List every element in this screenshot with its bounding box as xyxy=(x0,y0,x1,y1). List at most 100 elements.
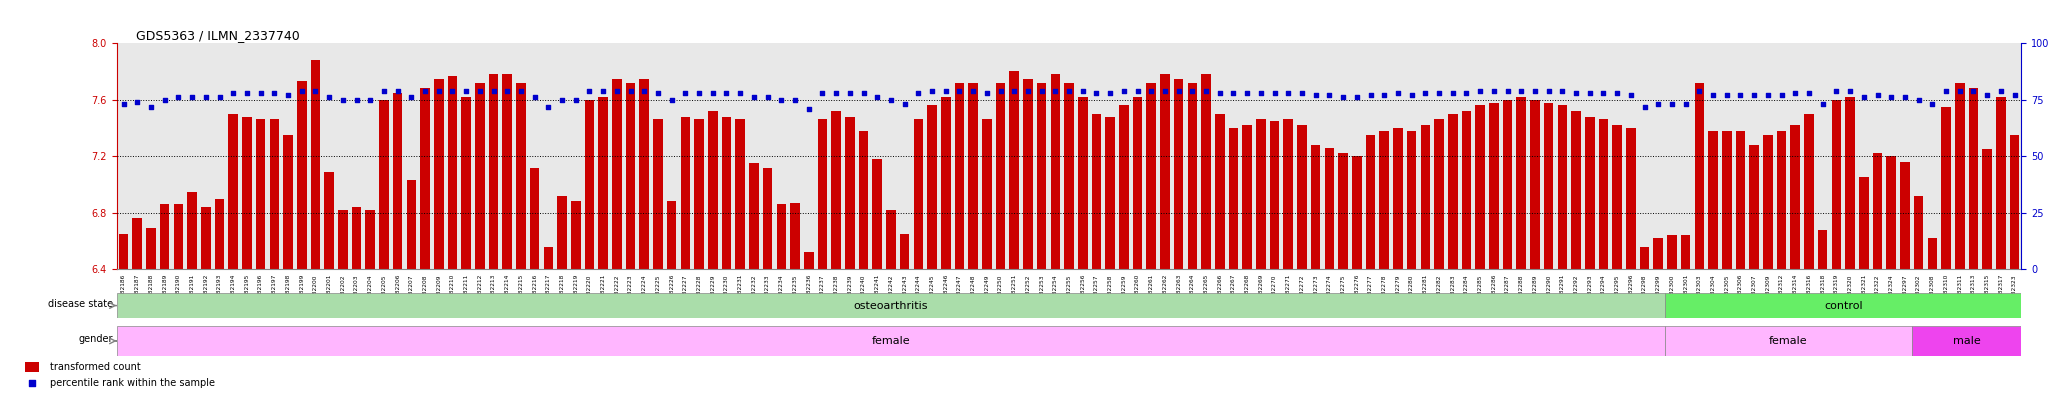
Bar xyxy=(1448,114,1458,269)
Point xyxy=(985,88,1018,94)
Point xyxy=(1204,90,1237,96)
Point xyxy=(1012,88,1044,94)
Point xyxy=(696,90,729,96)
Bar xyxy=(1911,326,2021,356)
Bar xyxy=(1159,74,1169,269)
Bar xyxy=(1229,128,1239,269)
Point xyxy=(1464,88,1497,94)
Point xyxy=(1491,88,1524,94)
Bar xyxy=(750,163,758,269)
Bar xyxy=(1024,79,1032,269)
Point xyxy=(1970,92,2003,98)
Bar xyxy=(1337,153,1348,269)
Bar xyxy=(995,83,1006,269)
Point xyxy=(410,88,442,94)
Bar xyxy=(365,210,375,269)
Point xyxy=(1710,92,1743,98)
Point xyxy=(1546,88,1579,94)
Point xyxy=(1602,90,1634,96)
Bar xyxy=(1968,88,1978,269)
Bar xyxy=(1147,83,1155,269)
Point xyxy=(313,94,346,101)
Bar xyxy=(1296,125,1307,269)
Bar xyxy=(1778,131,1786,269)
Point xyxy=(889,101,922,107)
Bar xyxy=(201,207,211,269)
Bar xyxy=(283,135,293,269)
Bar xyxy=(408,180,416,269)
Text: percentile rank within the sample: percentile rank within the sample xyxy=(49,378,215,388)
Point xyxy=(1395,92,1427,98)
Text: disease state: disease state xyxy=(47,299,113,309)
Point xyxy=(901,90,934,96)
Bar xyxy=(709,111,717,269)
Point xyxy=(135,103,168,110)
Bar xyxy=(1804,114,1815,269)
Bar xyxy=(653,119,664,269)
Point xyxy=(106,101,139,107)
Bar xyxy=(776,204,786,269)
Point xyxy=(1053,88,1085,94)
Bar xyxy=(324,172,334,269)
Point xyxy=(641,90,674,96)
Bar xyxy=(846,117,854,269)
Point xyxy=(1683,88,1716,94)
Bar xyxy=(297,81,307,269)
Bar xyxy=(449,76,457,269)
Bar xyxy=(1503,100,1511,269)
Point xyxy=(354,97,387,103)
Point xyxy=(203,94,236,101)
Bar xyxy=(1831,100,1841,269)
Point xyxy=(1231,90,1264,96)
Bar xyxy=(1516,97,1526,269)
Point xyxy=(326,97,358,103)
Bar xyxy=(229,114,238,269)
Point xyxy=(1436,90,1468,96)
Bar xyxy=(475,83,485,269)
Bar xyxy=(530,167,539,269)
Point xyxy=(1587,90,1620,96)
Bar xyxy=(186,191,197,269)
Point xyxy=(1642,101,1675,107)
Bar xyxy=(1665,293,2021,318)
Point xyxy=(682,90,715,96)
Point xyxy=(231,90,264,96)
Bar xyxy=(1559,105,1567,269)
Bar xyxy=(1749,145,1759,269)
Bar xyxy=(1366,135,1376,269)
Bar xyxy=(434,79,444,269)
Bar xyxy=(1243,125,1251,269)
Bar xyxy=(1708,131,1718,269)
Point xyxy=(1655,101,1688,107)
Bar xyxy=(270,119,279,269)
Point xyxy=(1341,94,1374,101)
Point xyxy=(997,88,1030,94)
Point xyxy=(1614,92,1647,98)
Bar xyxy=(352,207,360,269)
Point xyxy=(1696,92,1729,98)
Bar xyxy=(379,100,389,269)
Bar xyxy=(174,204,182,269)
Bar xyxy=(461,97,471,269)
Bar xyxy=(557,196,567,269)
Bar xyxy=(721,117,731,269)
Point xyxy=(1862,92,1894,98)
Bar xyxy=(762,167,772,269)
Bar xyxy=(612,79,623,269)
Bar xyxy=(1270,121,1280,269)
Point xyxy=(1806,101,1839,107)
Point xyxy=(670,90,702,96)
Point xyxy=(915,88,948,94)
Point xyxy=(1505,88,1538,94)
Bar xyxy=(420,88,430,269)
Bar xyxy=(1051,74,1061,269)
Bar xyxy=(1872,153,1882,269)
Point xyxy=(1079,90,1112,96)
Bar xyxy=(1571,111,1581,269)
Point xyxy=(176,94,209,101)
Point xyxy=(1217,90,1249,96)
Point xyxy=(600,88,633,94)
Bar xyxy=(940,97,950,269)
Bar xyxy=(1763,135,1774,269)
Point xyxy=(860,94,893,101)
